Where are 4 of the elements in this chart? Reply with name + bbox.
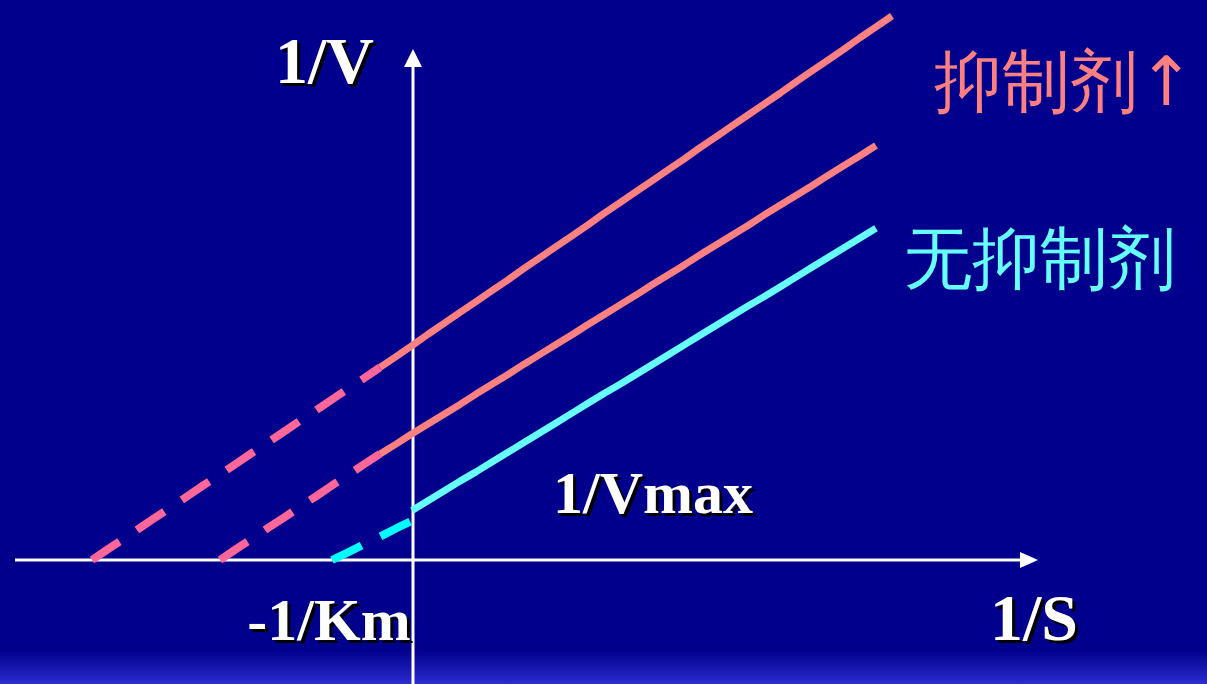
xlabel: 1/S [990,581,1079,654]
annotation: 1/Vmax [553,460,753,526]
ylabel: 1/V [275,24,374,97]
annotation: -1/Km [247,587,411,653]
